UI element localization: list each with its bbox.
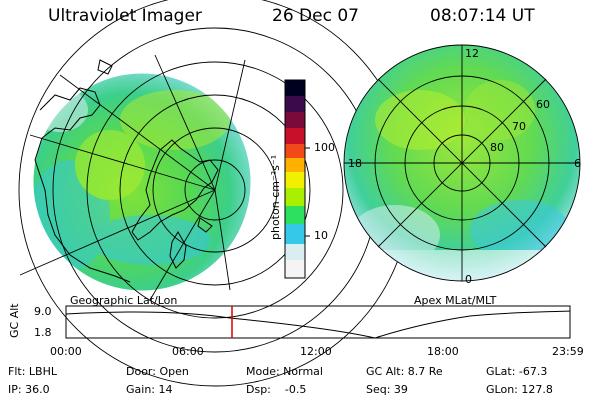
info-glat: GLat: -67.3	[486, 365, 548, 378]
geographic-caption: Geographic Lat/Lon	[70, 294, 178, 307]
timeline-xtick: 18:00	[427, 345, 459, 358]
info-door: Door: Open	[126, 365, 189, 378]
colorbar-tick-10: 10	[314, 229, 328, 242]
timeline-xtick: 00:00	[50, 345, 82, 358]
colorbar-segment	[285, 128, 305, 144]
info-seq: Seq: 39	[366, 383, 408, 396]
info-glon: GLon: 127.8	[486, 383, 553, 396]
coastline	[34, 59, 219, 283]
mlt-label-6: 6	[574, 157, 581, 170]
colorbar-tick-100: 100	[314, 141, 335, 154]
timeline-xtick: 23:59	[552, 345, 584, 358]
colorbar-segment	[285, 112, 305, 128]
altitude-curve	[65, 310, 571, 339]
colorbar-segment	[285, 80, 305, 96]
info-filter: Flt: LBHL	[8, 365, 57, 378]
info-ip: IP: 36.0	[8, 383, 50, 396]
mlt-label-18: 18	[348, 157, 362, 170]
colorbar-segment	[285, 96, 305, 112]
apex-grid	[343, 44, 581, 282]
timeline-xtick: 12:00	[300, 345, 332, 358]
mlat-label-70: 70	[512, 120, 526, 133]
timeline-plot	[65, 305, 571, 339]
time-label: 08:07:14 UT	[430, 6, 535, 26]
mlat-label-60: 60	[536, 98, 550, 111]
colorbar-unit-label: photon cm⁻²s⁻¹	[269, 154, 282, 240]
geographic-image	[30, 70, 254, 294]
apex-image	[344, 45, 580, 281]
info-gc-alt: GC Alt: 8.7 Re	[366, 365, 443, 378]
mlt-label-0: 0	[465, 273, 472, 286]
colorbar-segment	[285, 158, 305, 172]
mlat-label-80: 80	[490, 141, 504, 154]
timeline-ylabel: GC Alt	[8, 303, 21, 338]
timeline-ytick-top: 9.0	[34, 305, 52, 318]
colorbar-segment	[285, 206, 305, 224]
info-gain: Gain: 14	[126, 383, 173, 396]
apex-caption: Apex MLat/MLT	[414, 294, 497, 307]
colorbar	[284, 79, 310, 279]
colorbar-segment	[285, 244, 305, 260]
colorbar-segment	[285, 144, 305, 158]
colorbar-segment	[285, 172, 305, 188]
info-mode: Mode: Normal	[246, 365, 323, 378]
colorbar-segment	[285, 260, 305, 278]
colorbar-segment	[285, 224, 305, 244]
colorbar-segment	[285, 188, 305, 206]
info-dsp: Dsp: -0.5	[246, 383, 307, 396]
date-label: 26 Dec 07	[272, 6, 359, 26]
timeline-ytick-bottom: 1.8	[34, 326, 52, 339]
timeline-xtick: 06:00	[172, 345, 204, 358]
mlt-label-12: 12	[465, 47, 479, 60]
